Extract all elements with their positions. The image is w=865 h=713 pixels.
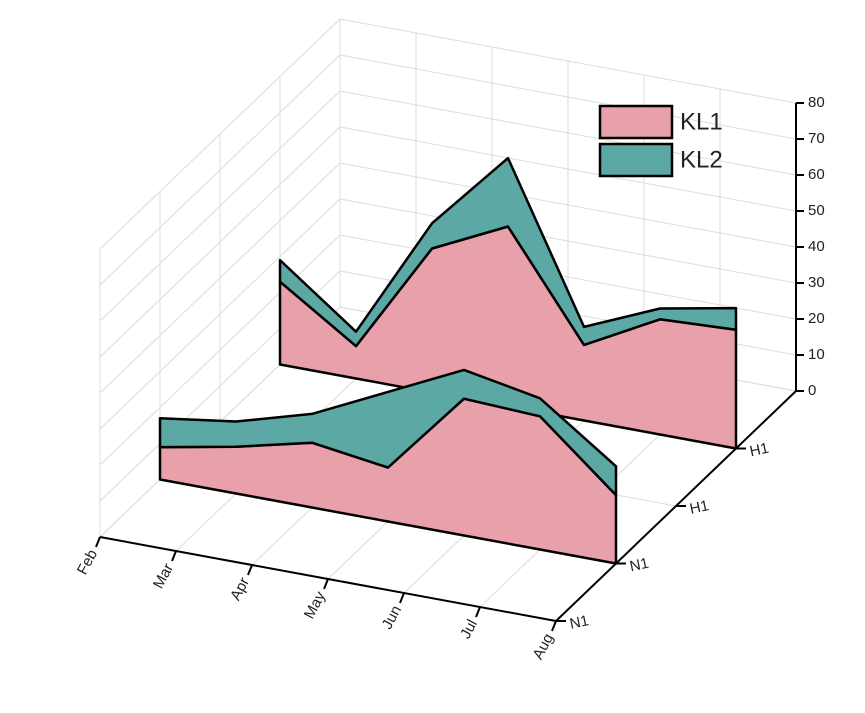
x-tick	[95, 536, 101, 548]
x-tick	[323, 578, 329, 590]
x-tick	[475, 606, 481, 618]
x-tick-label: May	[301, 588, 330, 621]
x-tick-label: Mar	[150, 561, 177, 592]
y-tick-label: 40	[808, 238, 825, 255]
x-tick	[171, 550, 177, 562]
y-tick-label: 60	[808, 166, 825, 183]
x-tick-label: Aug	[529, 631, 557, 663]
legend-label: KL2	[680, 146, 723, 173]
x-tick	[551, 620, 557, 632]
legend-swatch	[598, 142, 674, 178]
y-tick-label: 30	[808, 274, 825, 291]
y-tick-label: 70	[808, 130, 825, 147]
z-tick-label: N1	[568, 612, 590, 633]
z-tick-label: H1	[688, 497, 710, 518]
y-tick-label: 20	[808, 310, 825, 327]
z-tick-label: N1	[628, 555, 650, 576]
y-tick-label: 10	[808, 346, 825, 363]
x-tick-label: Apr	[227, 575, 253, 604]
area-kl2	[158, 368, 618, 497]
x-tick-label: Jun	[379, 603, 405, 632]
legend-swatch	[598, 104, 674, 140]
y-tick-label: 80	[808, 94, 825, 111]
x-tick	[247, 564, 253, 576]
x-tick-label: Jul	[457, 617, 481, 642]
x-tick	[399, 592, 405, 604]
x-tick-label: Feb	[74, 547, 101, 578]
y-tick-label: 50	[808, 202, 825, 219]
area-kl2	[278, 156, 738, 348]
z-tick-label: H1	[748, 440, 770, 461]
legend-label: KL1	[680, 108, 723, 135]
y-tick-label: 0	[808, 382, 816, 399]
